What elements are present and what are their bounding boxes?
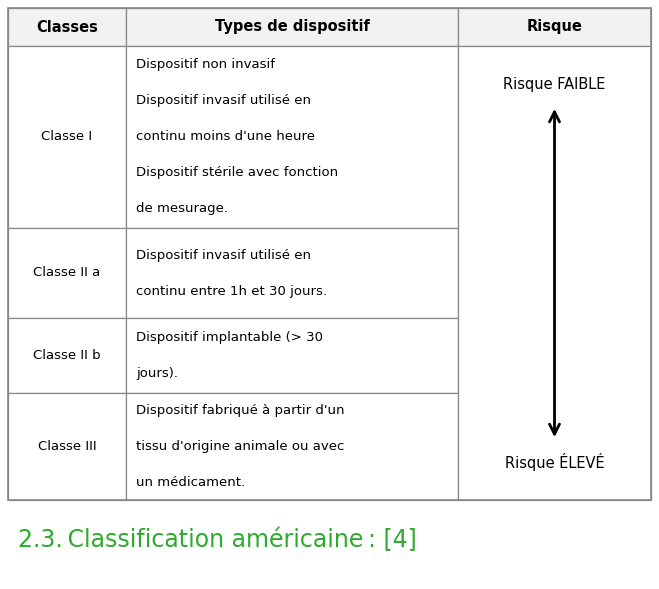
Bar xyxy=(8,46,126,227)
Text: 2.3. Classification américaine : [4]: 2.3. Classification américaine : [4] xyxy=(18,528,416,552)
Text: Dispositif implantable (> 30

jours).: Dispositif implantable (> 30 jours). xyxy=(136,331,323,380)
Bar xyxy=(8,8,126,46)
Text: Classe II b: Classe II b xyxy=(33,349,101,362)
Bar xyxy=(8,8,651,500)
Bar xyxy=(126,8,458,46)
Text: Dispositif fabriqué à partir d'un

tissu d'origine animale ou avec

un médicamen: Dispositif fabriqué à partir d'un tissu … xyxy=(136,404,345,489)
Bar xyxy=(458,8,651,46)
Bar xyxy=(126,319,458,393)
Bar xyxy=(126,393,458,500)
Text: Classe I: Classe I xyxy=(42,130,92,143)
Text: Risque: Risque xyxy=(527,19,583,35)
Text: Classe II a: Classe II a xyxy=(34,266,101,280)
Bar xyxy=(126,46,458,227)
Bar xyxy=(8,227,126,319)
Bar xyxy=(126,227,458,319)
Text: Types de dispositif: Types de dispositif xyxy=(215,19,370,35)
Text: Risque FAIBLE: Risque FAIBLE xyxy=(503,77,606,91)
Text: Classe III: Classe III xyxy=(38,440,96,453)
Text: Dispositif non invasif

Dispositif invasif utilisé en

continu moins d'une heure: Dispositif non invasif Dispositif invasi… xyxy=(136,58,338,216)
Text: Classes: Classes xyxy=(36,19,98,35)
Text: Dispositif invasif utilisé en

continu entre 1h et 30 jours.: Dispositif invasif utilisé en continu en… xyxy=(136,249,327,297)
Bar xyxy=(8,393,126,500)
Text: Risque ÉLEVÉ: Risque ÉLEVÉ xyxy=(505,453,604,471)
Bar xyxy=(8,319,126,393)
Bar xyxy=(458,46,651,500)
